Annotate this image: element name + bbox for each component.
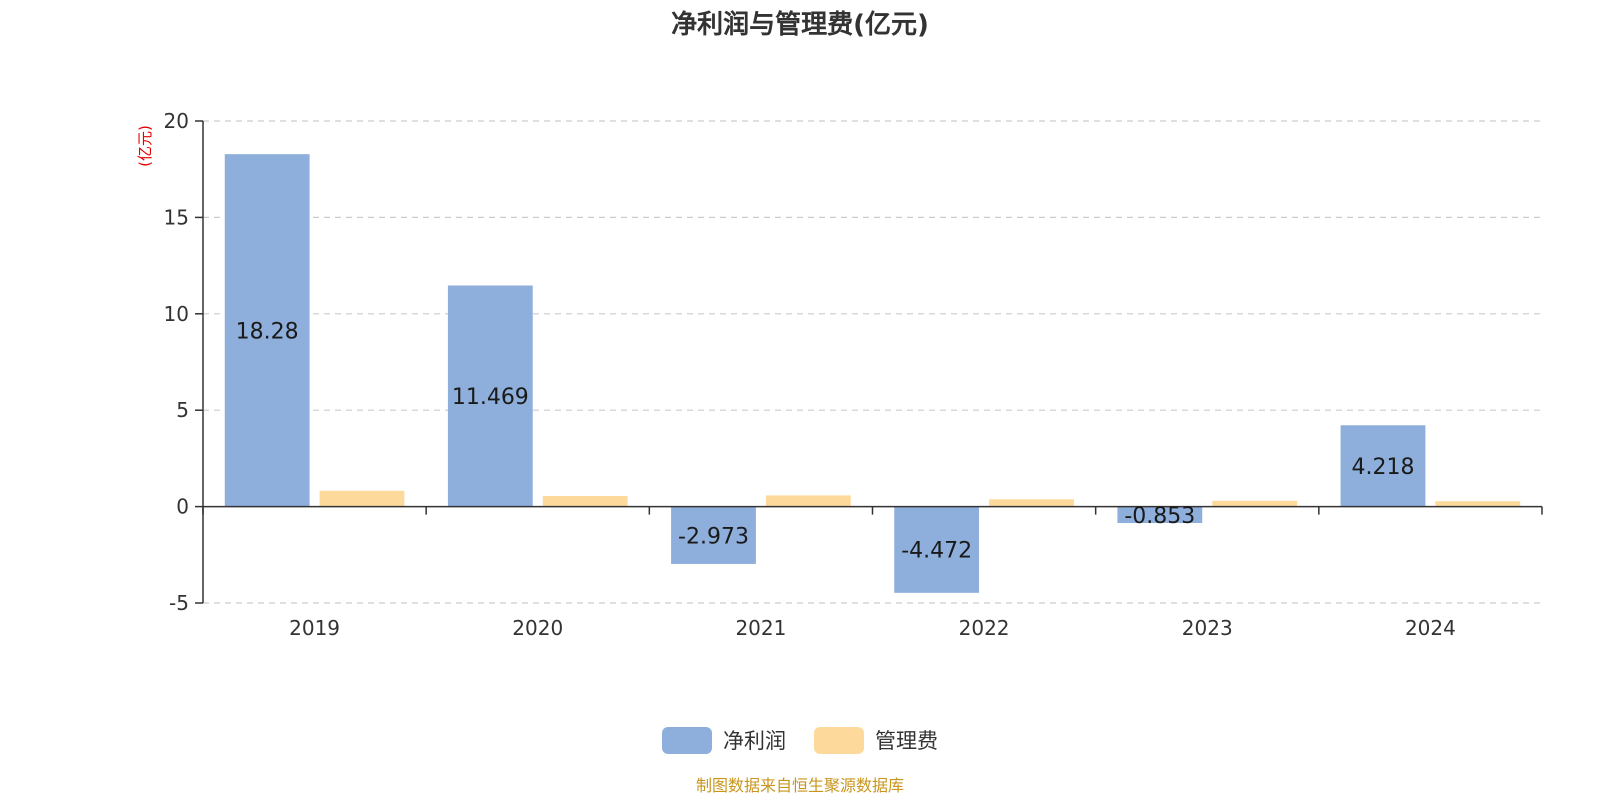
- data-label: -2.973: [678, 524, 749, 549]
- bar-net-profit: [447, 285, 533, 507]
- bar-net-profit: [1117, 506, 1203, 524]
- bar-net-profit: [1340, 425, 1426, 507]
- y-axis-label: (亿元): [136, 125, 154, 167]
- y-tick-label: 0: [176, 495, 189, 519]
- y-tick-label: 5: [176, 398, 189, 422]
- y-tick-label: 10: [164, 302, 189, 326]
- chart-title: 净利润与管理费(亿元): [671, 9, 929, 40]
- x-tick-label: 2024: [1405, 616, 1456, 640]
- legend-label[interactable]: 管理费: [875, 729, 938, 753]
- bar-net-profit: [671, 506, 756, 564]
- x-tick-label: 2023: [1182, 616, 1233, 640]
- data-labels: 18.28 11.469 -2.973 -4.472 -0.853 4.218: [236, 319, 1415, 563]
- legend: 净利润 管理费: [662, 727, 938, 754]
- legend-swatch[interactable]: [662, 727, 712, 754]
- bar-management-fee: [1212, 500, 1298, 507]
- bar-management-fee: [1435, 501, 1521, 507]
- y-tick-label: -5: [169, 591, 189, 615]
- data-label: 11.469: [452, 385, 529, 410]
- bar-management-fee: [765, 495, 851, 507]
- data-label: 4.218: [1352, 455, 1415, 480]
- bar-management-fee: [319, 490, 405, 507]
- grid-lines: [203, 120, 1542, 604]
- legend-swatch[interactable]: [814, 727, 864, 754]
- bar-management-fee: [542, 495, 628, 507]
- source-note: 制图数据来自恒生聚源数据库: [696, 776, 904, 795]
- bar-net-profit: [894, 506, 980, 593]
- x-tick-label: 2022: [959, 616, 1010, 640]
- data-label: 18.28: [236, 319, 299, 344]
- bars: [224, 154, 1521, 593]
- y-tick-label: 20: [164, 109, 189, 133]
- x-tick-label: 2021: [735, 616, 786, 640]
- data-label: -0.853: [1124, 504, 1195, 529]
- axes: 20 15 10 5 0 -5 2019 2020 2021 2022 2023 2024: [164, 109, 1543, 640]
- legend-label[interactable]: 净利润: [723, 729, 786, 753]
- x-tick-label: 2020: [512, 616, 563, 640]
- data-label: -4.472: [901, 539, 972, 564]
- x-tick-label: 2019: [289, 616, 340, 640]
- y-tick-label: 15: [164, 205, 189, 229]
- bar-net-profit: [224, 154, 310, 507]
- bar-management-fee: [989, 499, 1074, 507]
